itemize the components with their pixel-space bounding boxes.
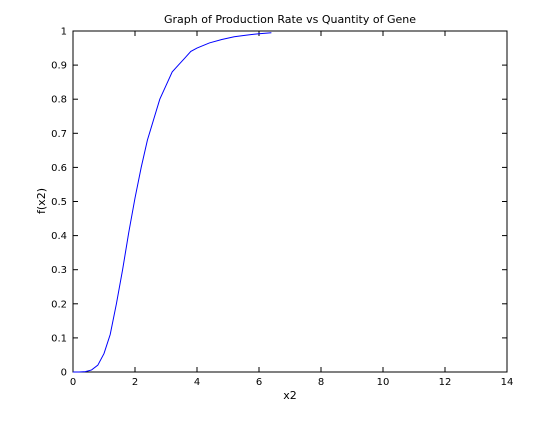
x-tick-label: 0: [70, 377, 76, 388]
y-axis-label: f(x2): [35, 188, 48, 214]
y-tick-label: 0.1: [51, 333, 67, 344]
y-tick-label: 0.7: [51, 129, 67, 140]
x-tick-label: 14: [501, 377, 514, 388]
x-tick-label: 6: [256, 377, 262, 388]
y-tick-label: 0.4: [51, 231, 67, 242]
y-tick-label: 0.6: [51, 163, 67, 174]
x-axis-label: x2: [283, 389, 297, 402]
x-tick-label: 2: [132, 377, 138, 388]
plot-area: [72, 30, 508, 373]
x-tick-label: 4: [194, 377, 200, 388]
y-tick-label: 0.8: [51, 95, 67, 106]
y-tick-label: 0.3: [51, 265, 67, 276]
tick-labels: 0 2 4 6 8 10 12 14 0 0.1 0.2 0.3 0.4 0.5 0.6 0.7 0.8 0.9 1: [51, 27, 513, 389]
chart-title: Graph of Production Rate vs Quantity of …: [164, 13, 416, 26]
y-tick-label: 0.5: [51, 197, 67, 208]
y-tick-label: 1: [61, 27, 67, 38]
x-tick-label: 10: [377, 377, 390, 388]
y-tick-label: 0: [61, 368, 67, 379]
y-tick-label: 0.9: [51, 61, 67, 72]
x-tick-label: 8: [318, 377, 324, 388]
x-tick-label: 12: [439, 377, 452, 388]
ticks: [72, 30, 508, 373]
series-line: [73, 32, 272, 373]
y-tick-label: 0.2: [51, 299, 67, 310]
